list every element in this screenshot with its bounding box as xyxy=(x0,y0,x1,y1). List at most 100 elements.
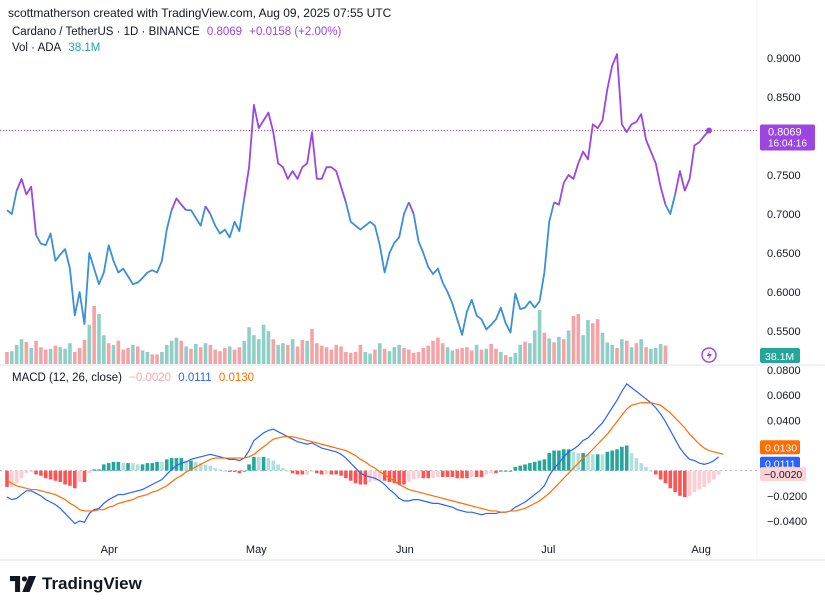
tradingview-logo[interactable]: TradingView xyxy=(10,574,142,594)
macd-hist-bar xyxy=(586,454,590,471)
macd-hist-bar xyxy=(595,454,600,471)
macd-hist-bar xyxy=(295,470,300,475)
macd-hist-bar xyxy=(53,470,58,481)
macd-hist-bar xyxy=(557,450,561,471)
volume-bar xyxy=(644,347,648,364)
volume-bar xyxy=(58,347,63,364)
macd-hist-bar xyxy=(566,449,571,471)
volume-bar xyxy=(552,342,556,364)
volume-bar xyxy=(649,348,653,364)
volume-bar xyxy=(591,323,595,364)
volume-bar xyxy=(499,352,503,364)
volume-legend[interactable]: Vol · ADA 38.1M xyxy=(12,42,104,54)
macd-hist-bar xyxy=(440,470,445,477)
volume-bar xyxy=(160,352,164,364)
macd-hist-bar xyxy=(29,470,34,472)
macd-hist-bar xyxy=(561,449,566,471)
macd-hist-bar xyxy=(518,465,522,471)
macd-hist-bar xyxy=(92,469,96,471)
macd-hist-bar xyxy=(455,470,460,479)
macd-hist-bar xyxy=(629,453,634,471)
macd-line xyxy=(6,382,720,525)
volume-bar xyxy=(411,352,416,364)
last-price-dot xyxy=(706,127,712,134)
macd-badge-hist-text: −0.0020 xyxy=(764,469,802,481)
macd-hist-bar xyxy=(407,470,411,482)
macd-hist-bar xyxy=(223,470,227,472)
macd-hist-bar xyxy=(387,470,392,482)
macd-hist-bar xyxy=(431,470,435,479)
macd-legend[interactable]: MACD (12, 26, close) −0.0020 0.0111 0.01… xyxy=(12,372,258,384)
macd-hist-bar xyxy=(576,453,581,471)
volume-bar xyxy=(261,324,266,364)
volume-bar xyxy=(523,341,527,364)
macd-hist-bar xyxy=(24,470,29,474)
macd-hist-bar xyxy=(344,470,348,479)
macd-hist-bar xyxy=(39,470,43,476)
volume-bar xyxy=(368,353,372,364)
volume-bar xyxy=(87,324,92,364)
volume-bar xyxy=(639,339,644,364)
macd-hist-bar xyxy=(164,459,169,471)
volume-bar xyxy=(92,306,96,364)
price-legend[interactable]: Cardano / TetherUS · 1D · BINANCE 0.8069… xyxy=(12,26,345,38)
volume-bar xyxy=(198,347,203,364)
volume-bar xyxy=(300,340,305,364)
volume-bar xyxy=(203,343,208,364)
macd-hist-bar xyxy=(305,470,309,475)
price-axis-label: 0.7500 xyxy=(767,170,801,182)
macd-hist-bar xyxy=(363,470,368,485)
macd-hist-bar xyxy=(184,460,188,471)
macd-hist-bar xyxy=(310,470,314,472)
macd-hist-bar xyxy=(179,458,184,471)
volume-bar xyxy=(266,331,271,364)
price-badge-value: 0.8069 xyxy=(768,127,802,139)
price-line-segment xyxy=(35,209,173,325)
volume-bar xyxy=(68,343,72,364)
macd-hist-bar xyxy=(48,470,53,480)
volume-bar xyxy=(242,340,247,364)
volume-bar xyxy=(189,348,193,364)
macd-hist-bar xyxy=(232,470,237,472)
volume-bar xyxy=(329,349,334,364)
volume-bar xyxy=(653,348,658,364)
volume-bar xyxy=(484,348,489,364)
volume-bar xyxy=(135,346,140,364)
macd-hist-bar xyxy=(373,470,377,481)
volume-bar xyxy=(474,344,479,364)
volume-bar xyxy=(537,310,542,364)
macd-hist-bar xyxy=(358,470,363,485)
volume-bar xyxy=(561,339,566,364)
macd-hist-bar xyxy=(600,454,605,471)
volume-bar xyxy=(155,354,159,364)
volume-bar xyxy=(334,344,339,364)
volume-bar xyxy=(615,348,619,364)
macd-hist-bar xyxy=(402,470,406,485)
volume-bar xyxy=(571,316,576,364)
signal-line xyxy=(6,402,724,513)
volume-bar xyxy=(479,349,484,364)
macd-hist-bar xyxy=(135,464,140,471)
volume-bar xyxy=(247,327,251,364)
volume-bar xyxy=(256,339,261,364)
lightning-icon[interactable] xyxy=(701,347,717,363)
volume-bar xyxy=(24,342,29,364)
macd-hist-bar xyxy=(450,470,455,477)
volume-bar xyxy=(600,332,605,364)
macd-hist-bar xyxy=(242,470,247,472)
volume-bar xyxy=(315,343,319,364)
macd-hist-bar xyxy=(68,470,72,486)
volume-bar xyxy=(150,354,155,364)
volume-bar xyxy=(460,348,464,364)
macd-hist-bar xyxy=(620,446,624,471)
macd-hist-bar xyxy=(34,470,38,475)
volume-bar xyxy=(106,343,111,364)
macd-hist-bar xyxy=(271,460,276,471)
price-line-segment xyxy=(664,194,676,215)
price-line-segment xyxy=(6,190,18,215)
macd-hist-bar xyxy=(499,470,503,472)
volume-bar xyxy=(126,348,130,364)
volume-bar xyxy=(34,340,38,364)
macd-hist-bar xyxy=(43,470,48,479)
macd-hist-bar xyxy=(237,470,242,474)
